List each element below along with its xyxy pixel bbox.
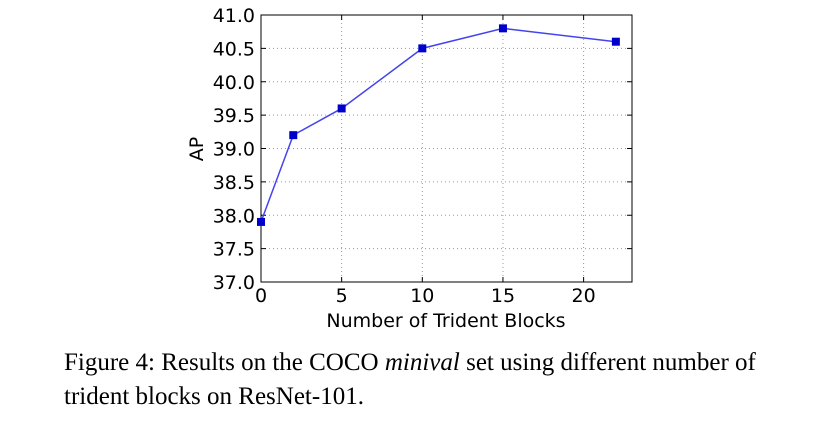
caption-italic: minival (384, 349, 460, 376)
data-point (289, 131, 298, 140)
grid (261, 15, 632, 282)
x-tick-label: 15 (491, 285, 515, 307)
caption-prefix: Figure 4: Results on the COCO (64, 349, 385, 376)
y-tick-label: 41.0 (213, 5, 255, 27)
y-tick-label: 39.0 (213, 139, 255, 161)
data-point (257, 217, 265, 226)
y-tick-label: 38.5 (213, 172, 255, 194)
plot-frame (260, 14, 633, 283)
x-axis-title: Number of Trident Blocks (326, 310, 565, 332)
chart: 37.0 37.5 38.0 38.5 39.0 39.5 40.0 40.5 41.0 0 5 10… (186, 5, 633, 332)
data-point (498, 24, 507, 33)
data-points (257, 24, 620, 226)
y-tick-label: 37.5 (213, 239, 255, 261)
y-tick-label: 37.0 (213, 272, 255, 294)
x-tick-label: 5 (336, 285, 348, 307)
y-tick-label: 38.0 (213, 205, 255, 227)
x-tick-label: 20 (572, 285, 596, 307)
figure-caption: Figure 4: Results on the COCO minival se… (64, 346, 804, 414)
data-point (337, 104, 346, 113)
y-tick-label: 40.5 (213, 38, 255, 60)
ticks: 37.0 37.5 38.0 38.5 39.0 39.5 40.0 40.5 41.0 0 5 10… (213, 5, 632, 307)
y-tick-label: 40.0 (213, 72, 255, 94)
x-tick-label: 0 (255, 285, 267, 307)
y-tick-label: 39.5 (213, 105, 255, 127)
x-tick-label: 10 (410, 285, 434, 307)
data-point (611, 37, 620, 46)
caption-suffix: set using different number of trident bl… (64, 349, 756, 410)
series-line (260, 27, 616, 223)
y-axis-title: AP (186, 137, 208, 161)
data-point (418, 44, 427, 53)
